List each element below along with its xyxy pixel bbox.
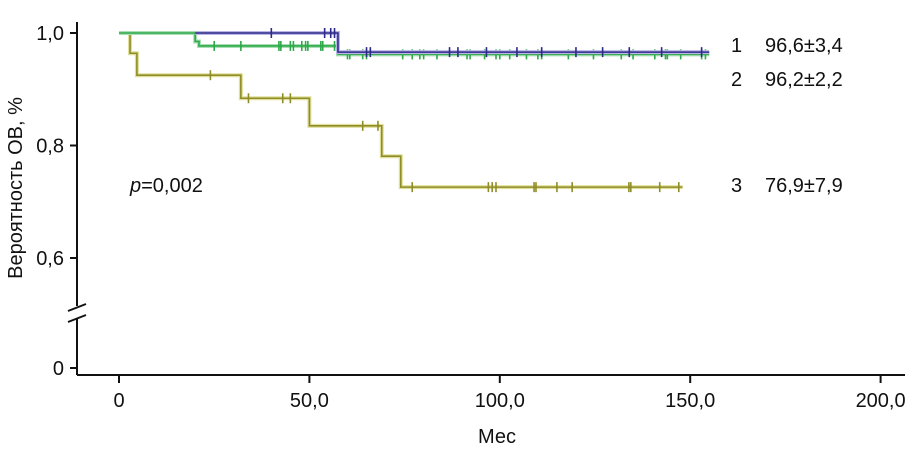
axis-break-mark — [67, 303, 87, 312]
y-tick-label: 0 — [53, 358, 64, 380]
axes: 1,0 0,8 0,6 0 0 50,0 100,0 150,0 200,0 — [36, 22, 906, 412]
series-3 — [119, 31, 683, 193]
x-axis-label: Мес — [478, 426, 516, 448]
x-tick-label: 100,0 — [475, 390, 525, 412]
legend-series-3-name: 3 — [731, 175, 742, 197]
survival-curve-1 — [195, 32, 710, 53]
x-tick-label: 150,0 — [665, 390, 715, 412]
p-value-annotation: p=0,002 — [129, 175, 203, 197]
legend-series-2-name: 2 — [731, 69, 742, 91]
axis-break-mark — [67, 314, 87, 323]
y-tick-label: 0,6 — [36, 248, 64, 270]
curves — [119, 28, 710, 193]
series-1 — [195, 28, 710, 58]
legend-series-3-value: 76,9±7,9 — [765, 175, 843, 197]
legend-series-1-name: 1 — [731, 35, 742, 57]
x-tick-label: 50,0 — [290, 390, 329, 412]
y-axis-label: Вероятность ОВ, % — [5, 97, 27, 279]
series-2 — [119, 31, 710, 60]
legend: 1 96,6±3,4 2 96,2±2,2 3 76,9±7,9 — [731, 35, 843, 197]
legend-series-2-value: 96,2±2,2 — [765, 69, 843, 91]
x-tick-label: 0 — [113, 390, 124, 412]
y-tick-label: 1,0 — [36, 23, 64, 45]
y-tick-label: 0,8 — [36, 136, 64, 158]
survival-curve-halo-1 — [195, 31, 710, 55]
survival-curve-3 — [119, 32, 683, 188]
x-tick-label: 200,0 — [856, 390, 906, 412]
legend-series-1-value: 96,6±3,4 — [765, 35, 843, 57]
